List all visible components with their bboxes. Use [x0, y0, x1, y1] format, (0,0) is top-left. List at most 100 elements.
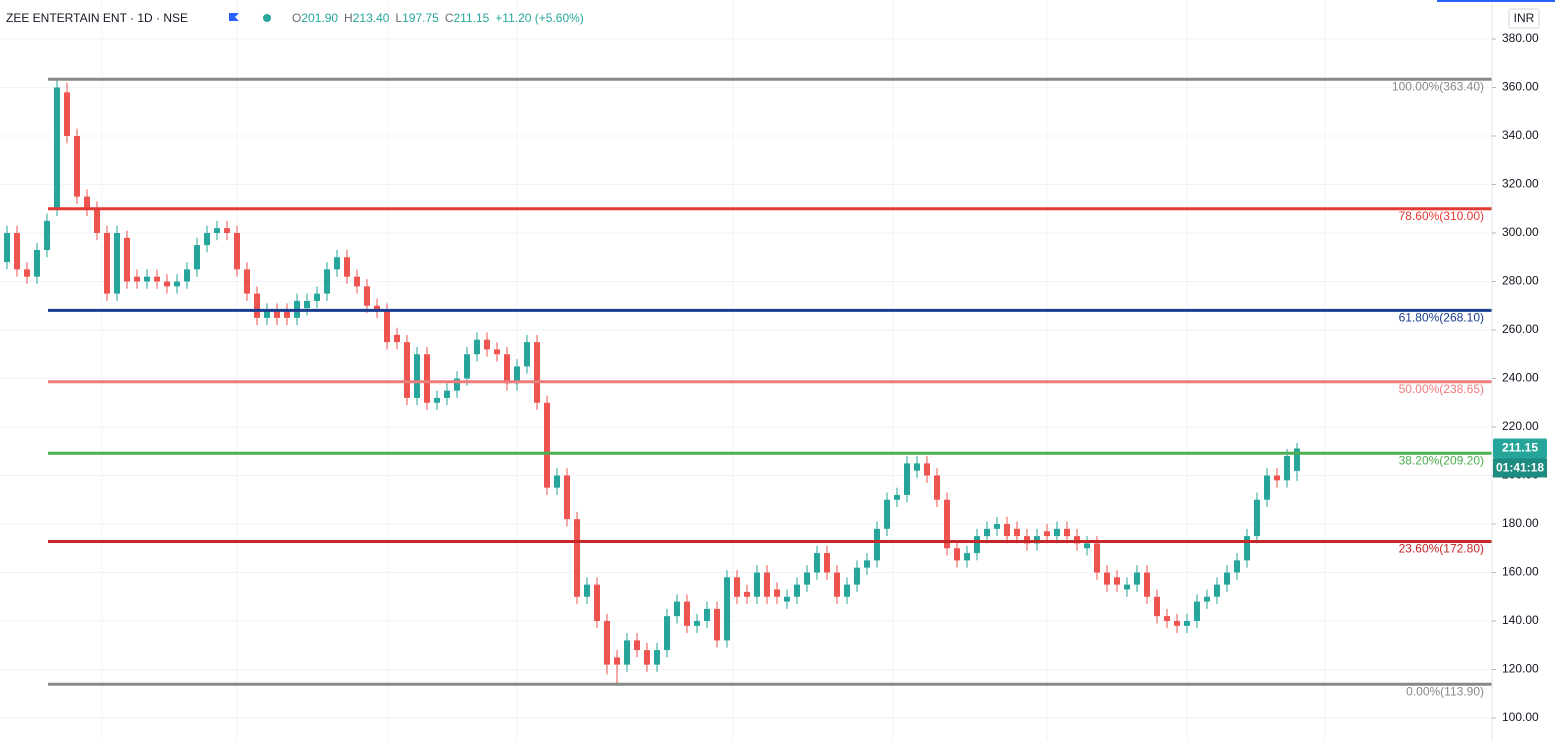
candle-body	[1154, 596, 1160, 617]
legend-key: C	[445, 11, 454, 25]
candle-body	[404, 342, 410, 398]
candle-body	[864, 560, 870, 568]
candle-body	[744, 591, 750, 597]
candle-body	[684, 601, 690, 626]
candle-body	[34, 249, 40, 277]
candle-body	[234, 233, 240, 270]
candle-body	[154, 276, 160, 282]
candle-body	[974, 536, 980, 554]
candle-body	[1014, 528, 1020, 537]
y-tick-label: 320.00	[1502, 177, 1539, 191]
currency-box[interactable]	[1508, 8, 1540, 29]
candle-body	[1144, 572, 1150, 597]
candle-body	[74, 136, 80, 197]
candle-body	[614, 657, 620, 665]
y-tick-label: 160.00	[1502, 565, 1539, 579]
candle-body	[1034, 536, 1040, 544]
candle-body	[624, 640, 630, 665]
symbol: ZEE ENTERTAIN ENT · 1D · NSE	[6, 11, 188, 25]
candle-body	[944, 499, 950, 549]
header: ZEE ENTERTAIN ENT · 1D · NSE	[6, 11, 188, 25]
candle-body	[554, 475, 560, 488]
candle-body	[1234, 560, 1240, 573]
fib-label: 100.00%(363.40)	[1392, 79, 1484, 93]
currency: INR	[1514, 11, 1535, 25]
candle-body	[1074, 536, 1080, 544]
legend-key: L	[395, 11, 402, 25]
countdown-box	[1493, 458, 1547, 478]
candles	[4, 79, 1300, 685]
candle-body	[1164, 616, 1170, 621]
legend-value: 211.15	[453, 11, 489, 25]
candle-body	[854, 567, 860, 585]
candle-body	[1004, 524, 1010, 537]
candle-body	[244, 269, 250, 294]
candle-body	[284, 310, 290, 318]
legend-value: 213.40	[353, 11, 390, 25]
y-tick-label: 140.00	[1502, 613, 1539, 627]
candle-body	[424, 354, 430, 403]
candle-body	[1124, 584, 1130, 590]
candle-body	[484, 339, 490, 350]
candle-body	[184, 269, 190, 282]
candle-body	[834, 572, 840, 597]
grid	[0, 38, 1492, 719]
candle-body	[384, 310, 390, 343]
candle-body	[1024, 536, 1030, 544]
legend-value: 197.75	[402, 11, 439, 25]
candle-body	[984, 528, 990, 537]
candle-body	[674, 601, 680, 617]
candle-body	[964, 553, 970, 561]
candle-body	[1064, 528, 1070, 537]
y-tick-label: 240.00	[1502, 371, 1539, 385]
candle-body	[214, 228, 220, 233]
candle-body	[84, 196, 90, 209]
flag-icon[interactable]	[229, 13, 239, 21]
candle-body	[874, 528, 880, 561]
candle-body	[414, 354, 420, 398]
y-tick-label: 120.00	[1502, 662, 1539, 676]
candle-body	[124, 237, 130, 282]
candle-body	[1284, 456, 1290, 481]
candle-body	[204, 233, 210, 246]
candle-body	[774, 589, 780, 597]
y-tick-label: 180.00	[1502, 516, 1539, 530]
candle-body	[64, 92, 70, 136]
candle-body	[1294, 448, 1300, 471]
candle-body	[1254, 499, 1260, 537]
candle-body	[514, 366, 520, 384]
candle-body	[954, 548, 960, 561]
candle-body	[724, 577, 730, 641]
countdown: 01:41:18	[1496, 461, 1544, 475]
candle-body	[574, 519, 580, 597]
candle-body	[4, 233, 10, 263]
candle-body	[1204, 596, 1210, 602]
candle-body	[1044, 531, 1050, 537]
candle-body	[814, 553, 820, 573]
candle-body	[794, 584, 800, 597]
candle-body	[314, 293, 320, 301]
candle-body	[734, 577, 740, 597]
candle-body	[374, 305, 380, 311]
candle-body	[1094, 543, 1100, 573]
candle-body	[804, 572, 810, 585]
candle-body	[824, 553, 830, 573]
fib-label: 50.00%(238.65)	[1399, 382, 1484, 396]
candle-body	[1084, 543, 1090, 549]
candle-body	[444, 390, 450, 398]
y-tick-label: 380.00	[1502, 31, 1539, 45]
candle-body	[434, 397, 440, 403]
candle-body	[704, 608, 710, 621]
y-tick-label: 340.00	[1502, 128, 1539, 142]
candle-body	[104, 233, 110, 294]
candle-body	[1274, 475, 1280, 481]
candle-body	[54, 87, 60, 209]
y-tick-label: 220.00	[1502, 419, 1539, 433]
candle-body	[174, 281, 180, 287]
candle-body	[334, 257, 340, 270]
candle-body	[1214, 584, 1220, 597]
candle-body	[664, 616, 670, 651]
candle-body	[144, 276, 150, 282]
candle-body	[94, 208, 100, 233]
